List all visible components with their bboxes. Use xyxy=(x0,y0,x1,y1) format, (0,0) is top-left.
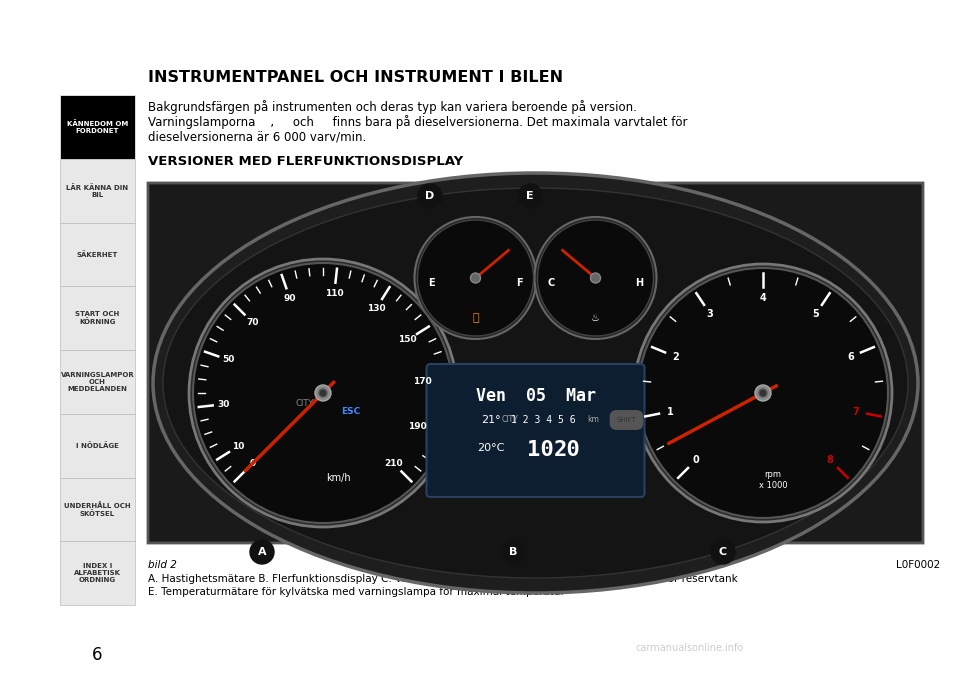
Text: INDEX I
ALFABETISK
ORDNING: INDEX I ALFABETISK ORDNING xyxy=(74,563,121,583)
Text: ♨: ♨ xyxy=(591,313,600,323)
Circle shape xyxy=(250,540,274,564)
Text: 7: 7 xyxy=(852,407,859,416)
Text: Bakgrundsfärgen på instrumenten och deras typ kan variera beroende på version.: Bakgrundsfärgen på instrumenten och dera… xyxy=(148,100,636,114)
Text: 110: 110 xyxy=(324,289,344,298)
Text: 1 2 3 4 5 6: 1 2 3 4 5 6 xyxy=(511,415,576,425)
Text: C: C xyxy=(719,547,727,557)
Circle shape xyxy=(418,220,534,336)
Text: B: B xyxy=(509,547,517,557)
Text: H: H xyxy=(636,278,643,288)
Circle shape xyxy=(189,259,457,527)
Text: CITY: CITY xyxy=(501,416,517,424)
Text: dieselversionerna är 6 000 varv/min.: dieselversionerna är 6 000 varv/min. xyxy=(148,130,367,143)
Text: 50: 50 xyxy=(223,356,235,365)
Text: KÄNNEDOM OM
FORDONET: KÄNNEDOM OM FORDONET xyxy=(67,120,128,134)
Text: 70: 70 xyxy=(246,318,258,327)
Text: ESC: ESC xyxy=(342,407,361,416)
Text: UNDERHÅLL OCH
SKÖTSEL: UNDERHÅLL OCH SKÖTSEL xyxy=(64,502,131,517)
Text: 6: 6 xyxy=(848,352,854,362)
Text: 8: 8 xyxy=(827,455,833,465)
Text: SÄKERHET: SÄKERHET xyxy=(77,251,118,258)
FancyBboxPatch shape xyxy=(426,364,644,497)
Circle shape xyxy=(415,217,537,339)
FancyBboxPatch shape xyxy=(148,183,923,543)
Text: 20: 20 xyxy=(554,440,581,460)
Text: 150: 150 xyxy=(398,335,417,344)
Text: 0: 0 xyxy=(692,455,699,465)
Bar xyxy=(60,350,135,414)
Text: bild 2: bild 2 xyxy=(148,560,177,570)
Text: SHIFT: SHIFT xyxy=(616,417,636,423)
Text: 1: 1 xyxy=(666,407,673,416)
Circle shape xyxy=(518,184,542,208)
Text: 4: 4 xyxy=(759,293,766,303)
Text: Varningslamporna    ,     och     finns bara på dieselversionerna. Det maximala : Varningslamporna , och finns bara på die… xyxy=(148,115,687,129)
Circle shape xyxy=(501,540,525,564)
Bar xyxy=(60,95,135,159)
Bar xyxy=(60,287,135,350)
Text: 0: 0 xyxy=(250,459,255,469)
Ellipse shape xyxy=(153,173,918,593)
Text: 5: 5 xyxy=(812,309,819,319)
Text: km: km xyxy=(588,416,599,424)
Text: VARNINGSLAMPOR
OCH
MEDDELANDEN: VARNINGSLAMPOR OCH MEDDELANDEN xyxy=(60,372,134,392)
Text: 130: 130 xyxy=(367,304,386,313)
Text: 10: 10 xyxy=(232,442,245,451)
Circle shape xyxy=(634,264,892,522)
Text: C: C xyxy=(548,278,555,288)
Text: Ven  05  Mar: Ven 05 Mar xyxy=(475,387,595,405)
Text: D: D xyxy=(425,191,435,201)
Text: VERSIONER MED FLERFUNKTIONSDISPLAY: VERSIONER MED FLERFUNKTIONSDISPLAY xyxy=(148,155,464,168)
Text: 10: 10 xyxy=(527,440,554,460)
Text: 170: 170 xyxy=(413,378,432,386)
Text: CITY: CITY xyxy=(296,399,314,407)
Text: I NÖDLÄGE: I NÖDLÄGE xyxy=(76,442,119,449)
Circle shape xyxy=(590,273,601,283)
Circle shape xyxy=(755,385,771,401)
Ellipse shape xyxy=(163,188,908,578)
Text: carmanualsonline.info: carmanualsonline.info xyxy=(636,643,744,653)
Text: ⛽: ⛽ xyxy=(472,313,479,323)
Text: 210: 210 xyxy=(384,459,403,469)
Text: 21°: 21° xyxy=(481,415,500,425)
Text: L0F0002: L0F0002 xyxy=(896,560,940,570)
Text: E: E xyxy=(526,191,534,201)
Circle shape xyxy=(315,385,331,401)
Text: E: E xyxy=(428,278,435,288)
Text: START OCH
KÖRNING: START OCH KÖRNING xyxy=(76,311,120,325)
Circle shape xyxy=(759,389,767,397)
Bar xyxy=(60,223,135,287)
Text: 2: 2 xyxy=(672,352,679,362)
Text: 30: 30 xyxy=(218,400,229,409)
Circle shape xyxy=(711,540,735,564)
Text: 3: 3 xyxy=(707,309,713,319)
Bar xyxy=(60,414,135,477)
Circle shape xyxy=(538,220,654,336)
Circle shape xyxy=(193,263,453,523)
Text: rpm
x 1000: rpm x 1000 xyxy=(758,470,787,490)
Circle shape xyxy=(638,268,888,518)
Bar xyxy=(60,477,135,541)
Circle shape xyxy=(470,273,481,283)
Circle shape xyxy=(319,389,327,397)
Text: F: F xyxy=(516,278,523,288)
Text: A: A xyxy=(257,547,266,557)
Circle shape xyxy=(535,217,657,339)
Text: 90: 90 xyxy=(284,294,297,303)
Text: E. Temperaturmätare för kylvätska med varningslampa för maximal temperatur: E. Temperaturmätare för kylvätska med va… xyxy=(148,587,564,597)
Text: km/h: km/h xyxy=(325,473,350,483)
Text: LÄR KÄNNA DIN
BIL: LÄR KÄNNA DIN BIL xyxy=(66,183,129,198)
Text: INSTRUMENTPANEL OCH INSTRUMENT I BILEN: INSTRUMENTPANEL OCH INSTRUMENT I BILEN xyxy=(148,70,564,85)
Bar xyxy=(60,541,135,605)
Text: 190: 190 xyxy=(408,422,427,430)
Circle shape xyxy=(418,184,442,208)
Text: 20°C: 20°C xyxy=(477,443,504,453)
Text: A. Hastighetsmätare B. Flerfunktionsdisplay C. Varvräknare D. Bränslemätare med : A. Hastighetsmätare B. Flerfunktionsdisp… xyxy=(148,574,737,584)
Bar xyxy=(60,159,135,223)
Text: 6: 6 xyxy=(92,646,103,664)
